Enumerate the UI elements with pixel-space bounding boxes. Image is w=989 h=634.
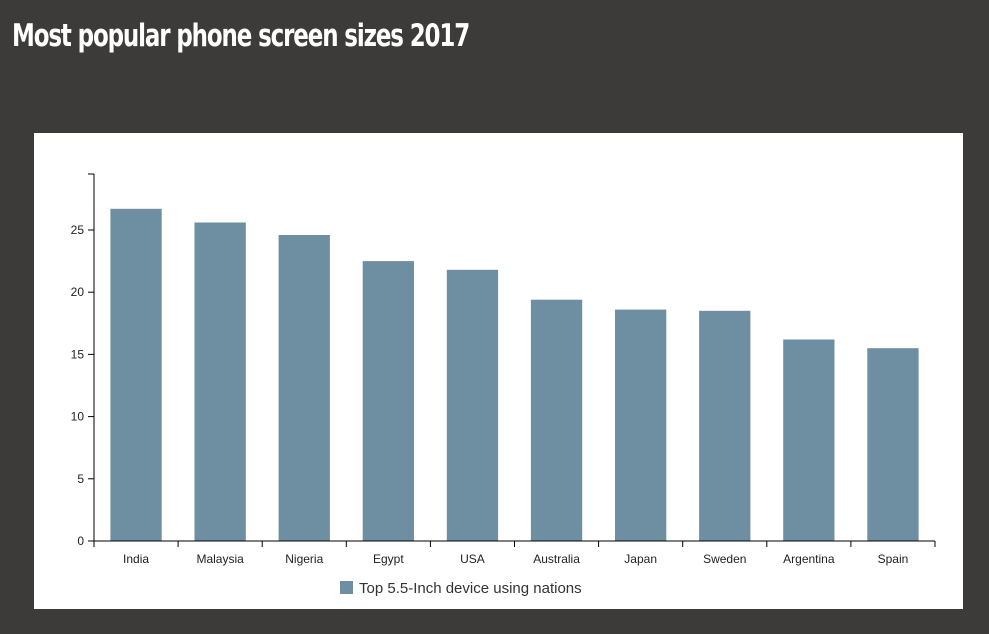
y-tick-label: 10	[71, 410, 85, 424]
bar-spain	[867, 348, 919, 541]
x-tick-label-japan: Japan	[624, 552, 657, 566]
x-tick-label-malaysia: Malaysia	[196, 552, 244, 566]
x-tick-label-egypt: Egypt	[373, 552, 404, 566]
x-tick-label-usa: USA	[460, 552, 485, 566]
bar-chart: 0 5 10 15 20 25 India Malaysia Nigeria Egypt USA Au…	[71, 173, 936, 597]
chart-card: 0 5 10 15 20 25 India Malaysia Nigeria Egypt USA Au…	[34, 133, 963, 609]
bar-australia	[530, 299, 583, 541]
bar-malaysia	[194, 222, 246, 541]
axes-layer: 0 5 10 15 20 25 India Malaysia Nigeria Egypt USA Au…	[71, 173, 936, 566]
legend-swatch	[340, 581, 353, 594]
x-tick-label-nigeria: Nigeria	[285, 552, 323, 566]
x-tick-label-australia: Australia	[533, 552, 580, 566]
x-tick-label-india: India	[123, 552, 149, 566]
y-tick-label: 5	[77, 472, 84, 486]
bars-layer	[110, 208, 919, 542]
bar-sweden	[699, 310, 751, 541]
bar-argentina	[783, 339, 835, 541]
y-tick-label: 20	[71, 285, 85, 299]
x-tick-label-spain: Spain	[878, 552, 909, 566]
legend-label: Top 5.5-Inch device using nations	[359, 580, 582, 597]
bar-egypt	[362, 261, 414, 541]
y-tick-label: 25	[71, 223, 85, 237]
legend: Top 5.5-Inch device using nations	[340, 580, 582, 597]
x-tick-label-sweden: Sweden	[703, 552, 746, 566]
bar-india	[110, 208, 162, 542]
y-tick-label: 0	[77, 534, 84, 548]
bar-japan	[615, 309, 667, 541]
page-title: Most popular phone screen sizes 2017	[12, 18, 470, 54]
bar-usa	[446, 269, 499, 541]
bar-nigeria	[278, 235, 330, 541]
x-tick-label-argentina: Argentina	[783, 552, 835, 566]
y-tick-label: 15	[71, 347, 85, 361]
